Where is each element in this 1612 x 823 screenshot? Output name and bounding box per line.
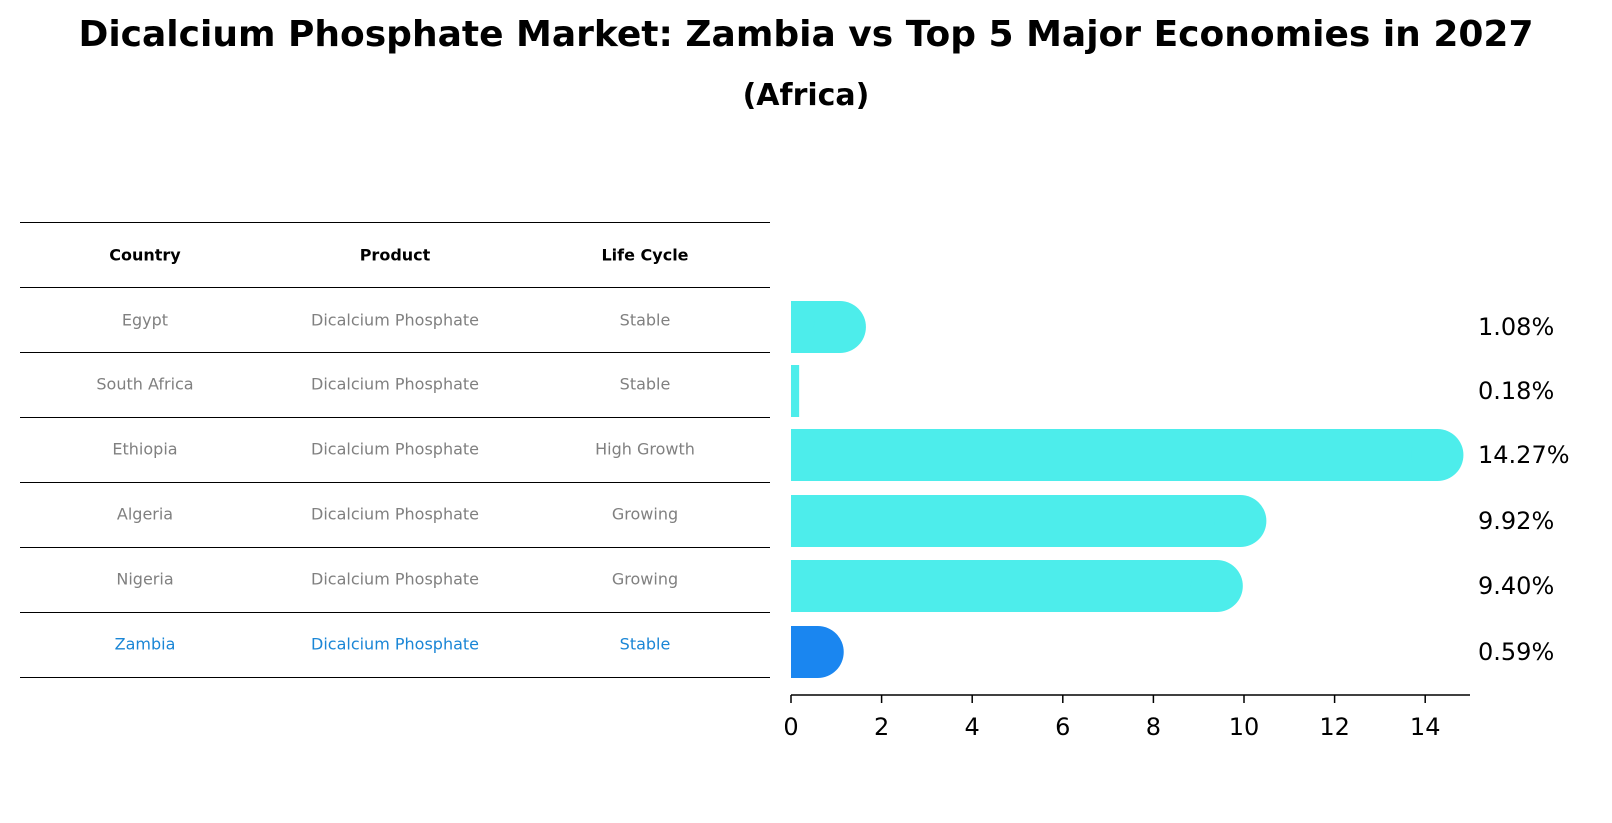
bar-zambia xyxy=(791,626,844,678)
cell-product: Dicalcium Phosphate xyxy=(311,569,479,589)
x-tick-label: 0 xyxy=(783,713,798,741)
cell-life-cycle: High Growth xyxy=(595,439,695,459)
table-rule xyxy=(20,352,770,353)
cell-country: Nigeria xyxy=(116,569,174,589)
header-country: Country xyxy=(109,245,181,265)
cell-product: Dicalcium Phosphate xyxy=(311,504,479,524)
table-rule xyxy=(20,612,770,613)
x-tick-label: 4 xyxy=(965,713,980,741)
value-label: 9.92% xyxy=(1478,507,1554,535)
chart-subtitle: (Africa) xyxy=(742,78,870,113)
cell-country: Ethiopia xyxy=(112,439,178,459)
bar-body xyxy=(791,495,1241,547)
bar-cap xyxy=(1411,429,1464,481)
cell-product-highlight: Dicalcium Phosphate xyxy=(311,634,479,654)
bar-body xyxy=(791,365,800,417)
x-tick-label: 6 xyxy=(1055,713,1070,741)
cell-country: South Africa xyxy=(96,374,194,394)
x-tick-label: 14 xyxy=(1410,713,1441,741)
bar-cap xyxy=(813,301,866,353)
cell-product: Dicalcium Phosphate xyxy=(311,374,479,394)
bar-cap xyxy=(791,626,844,678)
value-label: 9.40% xyxy=(1478,572,1554,600)
cell-life-cycle: Stable xyxy=(619,374,671,394)
bar-south-africa xyxy=(791,365,800,417)
value-label: 14.27% xyxy=(1478,441,1570,469)
value-label: 0.18% xyxy=(1478,377,1554,405)
x-tick-label: 2 xyxy=(874,713,889,741)
cell-country: Algeria xyxy=(116,504,174,524)
bar-body xyxy=(791,429,1438,481)
table-rule xyxy=(20,417,770,418)
header-life-cycle: Life Cycle xyxy=(601,245,689,265)
bar-cap xyxy=(1190,560,1243,612)
table-rule xyxy=(20,222,770,223)
bar-cap xyxy=(1214,495,1267,547)
table-rule xyxy=(20,287,770,288)
bar-algeria xyxy=(791,495,1267,547)
chart-title: Dicalcium Phosphate Market: Zambia vs To… xyxy=(78,14,1534,55)
x-tick-label: 10 xyxy=(1229,713,1260,741)
table-rule xyxy=(20,677,770,678)
bar-body xyxy=(791,560,1217,612)
value-label: 1.08% xyxy=(1478,313,1554,341)
header-product: Product xyxy=(359,245,431,265)
cell-country: Egypt xyxy=(121,310,169,330)
cell-product: Dicalcium Phosphate xyxy=(311,439,479,459)
cell-life-cycle: Growing xyxy=(611,569,679,589)
value-label: 0.59% xyxy=(1478,638,1554,666)
bar-ethiopia xyxy=(791,429,1464,481)
cell-product: Dicalcium Phosphate xyxy=(311,310,479,330)
cell-life-cycle: Stable xyxy=(619,310,671,330)
table-rule xyxy=(20,482,770,483)
bar-egypt xyxy=(791,301,866,353)
table-rule xyxy=(20,547,770,548)
cell-country-highlight: Zambia xyxy=(114,634,176,654)
bar-nigeria xyxy=(791,560,1243,612)
x-tick-label: 12 xyxy=(1319,713,1350,741)
x-tick-label: 8 xyxy=(1146,713,1161,741)
cell-life-cycle: Growing xyxy=(611,504,679,524)
cell-life-cycle-highlight: Stable xyxy=(619,634,671,654)
